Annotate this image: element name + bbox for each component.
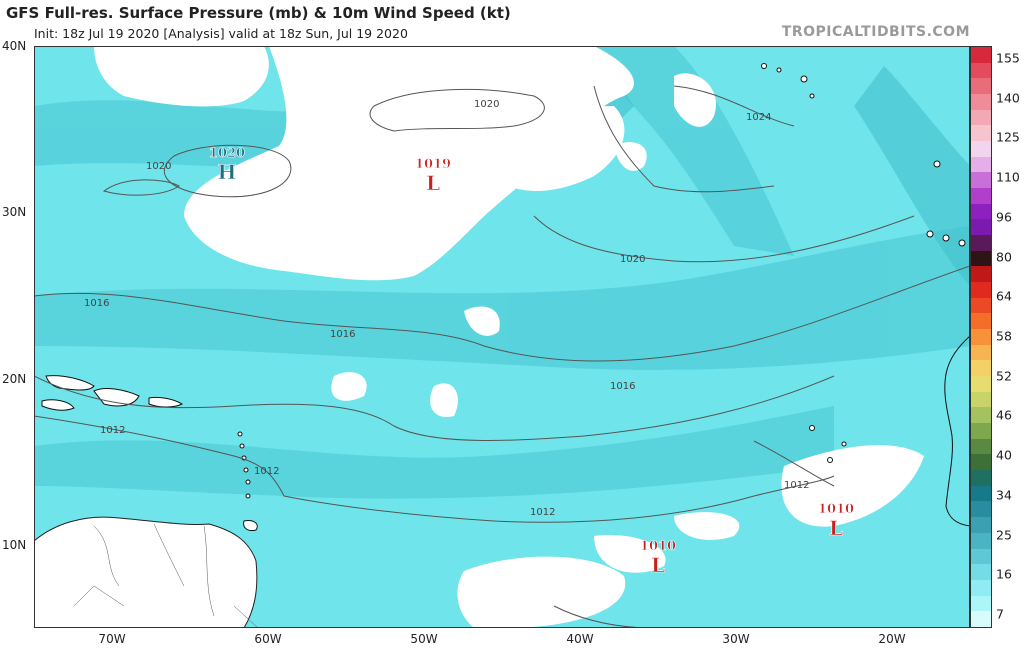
colorbar-segment: [971, 470, 991, 486]
isobar-label: 1016: [610, 381, 635, 392]
colorbar-segment: [971, 297, 991, 314]
colorbar-segment: [971, 454, 991, 471]
lat-label: 20N: [2, 372, 27, 386]
pressure-center-low-2: 1010 L: [640, 539, 677, 578]
pressure-center-high: 1020 H: [209, 146, 246, 185]
colorbar-label: 16: [996, 566, 1012, 582]
weather-map: 1020 1020 1020 1024 1016 1016 1016 1012 …: [34, 46, 970, 628]
colorbar-segment: [971, 250, 991, 267]
colorbar-label: 34: [996, 487, 1012, 503]
colorbar-segment: [971, 564, 991, 580]
colorbar-segment: [971, 172, 991, 189]
colorbar-segment: [971, 188, 991, 204]
colorbar-label: 46: [996, 407, 1012, 423]
lon-label: 20W: [878, 632, 906, 646]
calm-regions: [94, 46, 924, 628]
colorbar-segment: [971, 438, 991, 455]
lat-label: 10N: [2, 538, 27, 552]
colorbar-segment: [971, 423, 991, 439]
lon-label: 40W: [566, 632, 594, 646]
colorbar-segment: [971, 595, 991, 612]
colorbar-segment: [971, 407, 991, 424]
colorbar-label: 58: [996, 328, 1012, 344]
colorbar-segment: [971, 141, 991, 157]
isobar-label: 1020: [146, 161, 171, 172]
colorbar-segment: [971, 532, 991, 549]
map-frame: [34, 46, 970, 628]
isobar-label: 1012: [530, 507, 555, 518]
lon-label: 70W: [98, 632, 126, 646]
colorbar-segment: [971, 360, 991, 377]
isobar-labels: 1020 1020 1020 1024 1016 1016 1016 1012 …: [84, 99, 809, 518]
brand-watermark: TROPICALTIDBITS.COM: [781, 24, 970, 40]
pressure-type: L: [426, 171, 440, 195]
colorbar-segment: [971, 376, 991, 392]
colorbar-label: 140: [996, 90, 1020, 106]
colorbar-segment: [971, 203, 991, 220]
colorbar-label: 80: [996, 249, 1012, 265]
isobar-label: 1012: [100, 425, 125, 436]
isobar-label: 1012: [784, 480, 809, 491]
colorbar-segment: [971, 47, 991, 63]
isobar-label: 1016: [330, 329, 355, 340]
colorbar-segment: [971, 344, 991, 361]
colorbar-label: 7: [996, 606, 1004, 622]
pressure-type: H: [218, 160, 237, 184]
lat-label: 30N: [2, 205, 27, 219]
colorbar-segment: [971, 62, 991, 79]
colorbar-label: 40: [996, 447, 1012, 463]
pressure-value: 1019: [415, 157, 451, 172]
pressure-value: 1010: [640, 539, 676, 554]
isobar-label: 1012: [254, 466, 279, 477]
colorbar-segment: [971, 282, 991, 298]
colorbar-segment: [971, 235, 991, 251]
colorbar-label: 64: [996, 288, 1012, 304]
colorbar-label: 155: [996, 50, 1020, 66]
isobar-label: 1016: [84, 298, 109, 309]
map-title: GFS Full-res. Surface Pressure (mb) & 10…: [6, 4, 511, 22]
pressure-type: L: [829, 516, 843, 540]
lon-label: 50W: [410, 632, 438, 646]
colorbar-segment: [971, 78, 991, 95]
isobar-label: 1020: [620, 254, 645, 265]
south-america-land: [34, 516, 259, 628]
lat-label: 40N: [2, 39, 27, 53]
pressure-value: 1020: [209, 146, 245, 161]
colorbar-segment: [971, 94, 991, 110]
isobar-label: 1024: [746, 112, 771, 123]
colorbar-label: 96: [996, 209, 1012, 225]
pressure-center-low-1: 1019 L: [415, 157, 452, 196]
lon-label: 30W: [722, 632, 750, 646]
colorbar-segment: [971, 156, 991, 173]
colorbar-segment: [971, 501, 991, 518]
colorbar-label: 25: [996, 527, 1012, 543]
colorbar-label: 52: [996, 368, 1012, 384]
wind-speed-colorbar: [970, 46, 992, 628]
colorbar-segment: [971, 109, 991, 126]
colorbar-segment: [971, 611, 991, 627]
colorbar-segment: [971, 313, 991, 330]
pressure-value: 1010: [818, 502, 854, 517]
map-subtitle: Init: 18z Jul 19 2020 [Analysis] valid a…: [34, 26, 408, 41]
lon-label: 60W: [254, 632, 282, 646]
colorbar-label: 110: [996, 169, 1020, 185]
pressure-type: L: [651, 553, 665, 577]
colorbar-segment: [971, 485, 991, 502]
colorbar-segment: [971, 266, 991, 283]
colorbar-segment: [971, 391, 991, 408]
pressure-center-low-3: 1010 L: [818, 502, 855, 541]
colorbar-segment: [971, 548, 991, 565]
colorbar-label: 125: [996, 129, 1020, 145]
colorbar-segment: [971, 329, 991, 345]
africa-coastline: [944, 335, 970, 527]
colorbar-segment: [971, 579, 991, 596]
colorbar-segment: [971, 517, 991, 533]
atlantic-islands: [761, 63, 966, 463]
isobar-label: 1020: [474, 99, 499, 110]
colorbar-segment: [971, 219, 991, 236]
isobars: [34, 85, 970, 628]
colorbar-segment: [971, 125, 991, 142]
